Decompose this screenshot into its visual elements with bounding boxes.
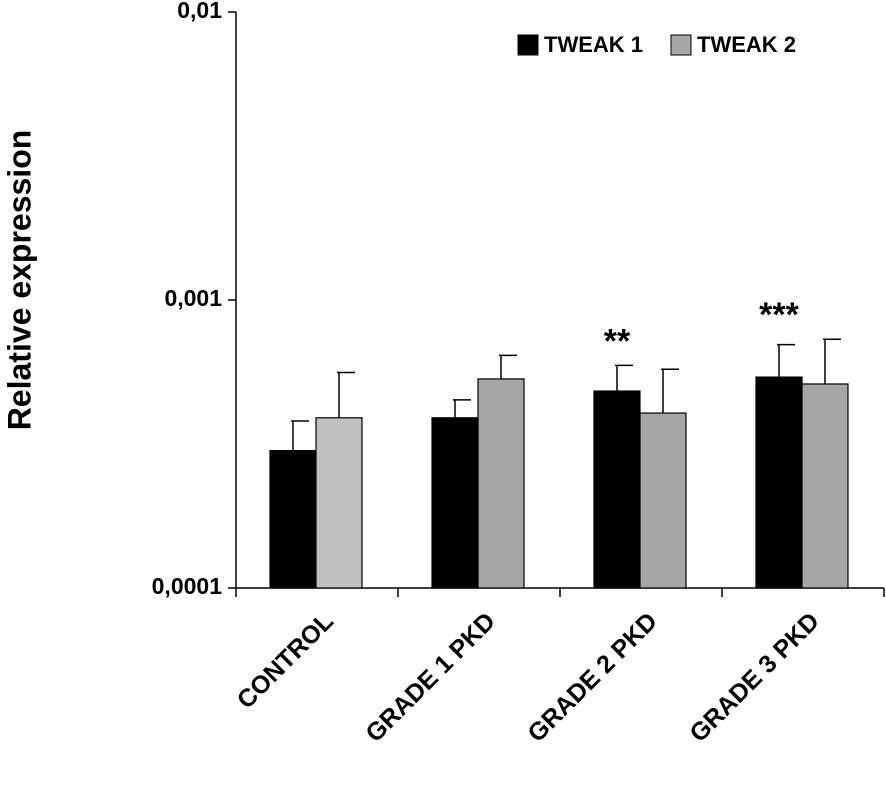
legend-swatch <box>670 34 692 56</box>
x-tick-label: CONTROL <box>232 607 339 714</box>
error-bar <box>615 364 633 392</box>
bar <box>639 412 687 589</box>
bar <box>315 417 363 589</box>
y-tick-label: 0,001 <box>164 285 222 311</box>
error-bar <box>453 399 471 418</box>
error-bar <box>661 368 679 414</box>
bar <box>593 390 641 589</box>
x-tick-label: GRADE 3 PKD <box>684 607 825 748</box>
error-bar <box>823 338 841 384</box>
annotation: *** <box>759 296 799 334</box>
y-tick-label: 0,0001 <box>152 573 223 599</box>
bar <box>477 378 525 589</box>
error-bar <box>337 371 355 418</box>
bar <box>801 383 849 589</box>
legend-swatch <box>517 34 539 56</box>
y-tick-label: 0,01 <box>177 0 222 23</box>
legend-label: TWEAK 1 <box>544 32 643 57</box>
bar <box>269 449 317 589</box>
error-bar <box>499 354 517 379</box>
error-bar <box>777 343 795 378</box>
x-tick-label: GRADE 1 PKD <box>360 607 501 748</box>
y-axis-title: Relative expression <box>1 130 37 431</box>
error-bar <box>291 420 309 451</box>
annotation: ** <box>604 322 631 360</box>
bar <box>755 376 803 589</box>
legend-label: TWEAK 2 <box>697 32 796 57</box>
x-tick-label: GRADE 2 PKD <box>522 607 663 748</box>
bar <box>431 417 479 589</box>
